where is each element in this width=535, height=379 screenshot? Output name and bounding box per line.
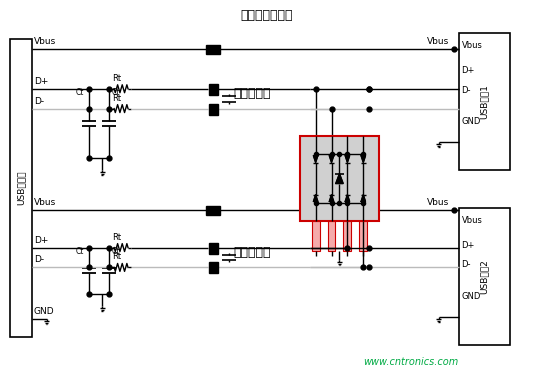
Polygon shape bbox=[345, 156, 350, 163]
Text: Rt: Rt bbox=[112, 233, 121, 242]
Text: Vbus: Vbus bbox=[462, 216, 483, 225]
Text: Ct: Ct bbox=[75, 88, 84, 97]
Text: D+: D+ bbox=[34, 236, 48, 244]
Text: 貼片鐵氧體磁珠: 貼片鐵氧體磁珠 bbox=[241, 9, 293, 22]
Text: D-: D- bbox=[34, 97, 44, 106]
Bar bbox=[10, 39, 32, 337]
Bar bbox=[360, 221, 367, 251]
Bar bbox=[458, 208, 510, 345]
Text: GND: GND bbox=[462, 117, 481, 127]
Text: Rt: Rt bbox=[112, 94, 121, 103]
Text: Vbus: Vbus bbox=[427, 198, 449, 207]
Bar bbox=[312, 221, 319, 251]
Text: D-: D- bbox=[462, 86, 471, 95]
Bar bbox=[458, 33, 510, 170]
Text: Ct: Ct bbox=[75, 246, 84, 255]
Bar bbox=[209, 243, 218, 254]
Text: GND: GND bbox=[462, 292, 481, 301]
Bar bbox=[343, 221, 351, 251]
Text: Rt: Rt bbox=[112, 74, 121, 83]
Polygon shape bbox=[314, 156, 318, 163]
Text: Vbus: Vbus bbox=[34, 198, 56, 207]
Text: Vbus: Vbus bbox=[427, 37, 449, 46]
Text: Ct: Ct bbox=[111, 246, 119, 255]
Text: D+: D+ bbox=[462, 241, 475, 249]
Text: USB控制器: USB控制器 bbox=[17, 171, 25, 205]
Bar bbox=[209, 263, 218, 273]
Text: D-: D- bbox=[34, 255, 44, 265]
Polygon shape bbox=[361, 194, 365, 202]
Text: Vbus: Vbus bbox=[462, 41, 483, 50]
Text: USB接口2: USB接口2 bbox=[480, 259, 489, 294]
Text: USB接口1: USB接口1 bbox=[480, 84, 489, 119]
Bar bbox=[209, 103, 218, 114]
Text: Rt: Rt bbox=[112, 252, 121, 262]
Text: GND: GND bbox=[34, 307, 55, 316]
Polygon shape bbox=[314, 194, 318, 202]
Text: 共模扼流圈: 共模扼流圈 bbox=[233, 246, 271, 259]
Polygon shape bbox=[329, 194, 334, 202]
Text: D-: D- bbox=[462, 260, 471, 269]
Bar bbox=[207, 206, 220, 215]
Text: Ct: Ct bbox=[111, 88, 119, 97]
Text: www.cntronics.com: www.cntronics.com bbox=[363, 357, 458, 367]
Text: D+: D+ bbox=[34, 77, 48, 86]
Polygon shape bbox=[329, 156, 334, 163]
Text: Vbus: Vbus bbox=[34, 37, 56, 46]
Text: D+: D+ bbox=[462, 66, 475, 75]
Polygon shape bbox=[361, 156, 365, 163]
Text: 共模扼流圈: 共模扼流圈 bbox=[233, 87, 271, 100]
Bar bbox=[300, 136, 379, 221]
Bar bbox=[209, 84, 218, 95]
Polygon shape bbox=[345, 194, 350, 202]
Polygon shape bbox=[336, 174, 343, 183]
Bar bbox=[327, 221, 335, 251]
Bar bbox=[207, 45, 220, 54]
